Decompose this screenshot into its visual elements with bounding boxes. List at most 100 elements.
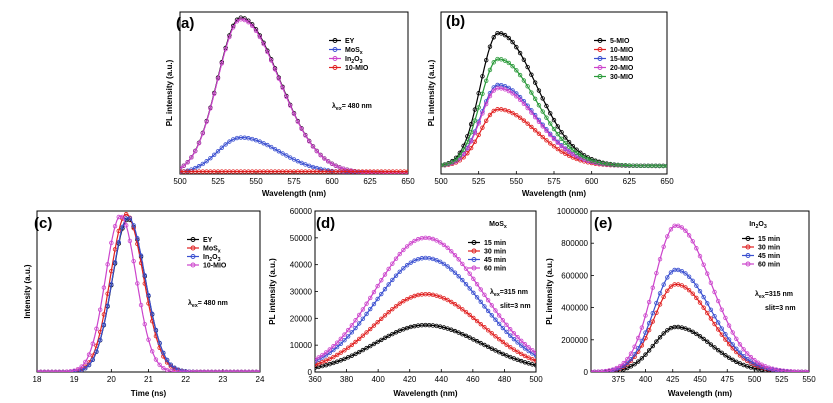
data-point (449, 267, 454, 272)
data-point (408, 295, 413, 300)
data-point (97, 337, 103, 343)
series-MoSx (180, 135, 408, 174)
series-line (591, 269, 809, 372)
y-tick-label: 1000000 (557, 207, 589, 216)
data-point (471, 337, 476, 342)
data-point (636, 335, 641, 341)
data-point (434, 293, 439, 298)
data-point (502, 87, 508, 92)
data-point (719, 350, 724, 356)
data-point (694, 331, 699, 337)
data-point (504, 342, 509, 347)
data-point (291, 157, 297, 162)
data-point (123, 223, 129, 228)
data-point (239, 369, 244, 372)
data-point (303, 133, 308, 138)
data-point (360, 316, 366, 322)
data-point (734, 336, 739, 341)
data-point (364, 301, 369, 306)
data-point (397, 251, 402, 257)
y-axis-label: PL intensity (a.u.) (268, 258, 277, 325)
data-point (519, 343, 524, 348)
data-point (712, 321, 717, 327)
data-point (683, 326, 688, 331)
data-point (345, 334, 351, 339)
x-tick-label: 19 (70, 375, 79, 384)
data-point (487, 112, 493, 118)
data-point (360, 347, 366, 353)
series-10-MIO (37, 214, 260, 372)
data-point (299, 126, 304, 132)
legend-entry: 60 min (484, 266, 506, 273)
legend-entry: In2O3 (345, 56, 363, 65)
data-point (686, 327, 692, 333)
data-point (643, 313, 648, 318)
data-point (253, 138, 259, 143)
data-point (142, 273, 147, 278)
data-point (540, 134, 545, 140)
data-point (526, 345, 531, 350)
annotation: λex= 480 nm (332, 102, 372, 112)
data-point (382, 313, 388, 318)
series-line (315, 257, 536, 362)
data-point (536, 131, 542, 136)
legend-swatch-marker (745, 253, 751, 258)
data-point (83, 359, 88, 365)
data-point (150, 311, 155, 317)
data-point (485, 328, 491, 333)
data-point (755, 360, 761, 365)
data-point (500, 318, 506, 323)
x-tick-label: 460 (466, 375, 480, 384)
x-tick-label: 600 (585, 177, 599, 186)
data-point (390, 331, 395, 337)
data-point (551, 126, 557, 132)
data-point (532, 114, 538, 120)
data-point (456, 257, 461, 262)
data-point (405, 169, 408, 174)
data-point (639, 325, 645, 330)
data-point (211, 152, 217, 157)
data-point (734, 359, 739, 364)
legend-swatch-marker (190, 262, 196, 268)
data-point (323, 358, 329, 363)
data-point (364, 311, 369, 317)
data-point (485, 297, 491, 303)
legend-swatch-marker (471, 248, 477, 254)
data-point (705, 339, 710, 344)
data-point (353, 325, 358, 331)
data-point (345, 327, 351, 333)
y-axis-label: Intensity (a.u.) (23, 264, 32, 319)
legend-entry: MoSx (203, 246, 221, 255)
data-point (357, 321, 362, 326)
data-point (519, 338, 524, 344)
x-tick-label: 400 (639, 375, 653, 384)
legend-entry: 30 min (758, 245, 780, 252)
data-point (544, 138, 549, 143)
data-point (515, 335, 520, 340)
data-point (708, 307, 714, 312)
data-point (723, 332, 728, 337)
data-point (379, 278, 384, 283)
data-point (585, 156, 591, 162)
x-tick-label: 23 (218, 375, 227, 384)
data-point (614, 365, 619, 371)
x-tick-label: 24 (256, 375, 265, 384)
x-axis-label: Wavelength (nm) (393, 389, 457, 398)
data-point (482, 342, 487, 348)
data-point (468, 121, 474, 127)
data-point (375, 296, 380, 302)
data-point (390, 277, 395, 283)
data-point (449, 327, 454, 332)
data-point (269, 144, 274, 150)
legend-swatch-marker (471, 257, 477, 262)
x-axis-label: Time (ns) (131, 389, 167, 398)
data-point (345, 355, 351, 360)
data-point (491, 35, 496, 40)
data-point (566, 149, 572, 155)
data-point (452, 252, 458, 258)
data-point (224, 369, 229, 372)
data-point (500, 339, 506, 345)
data-point (536, 119, 542, 124)
series-60 min (591, 223, 809, 372)
